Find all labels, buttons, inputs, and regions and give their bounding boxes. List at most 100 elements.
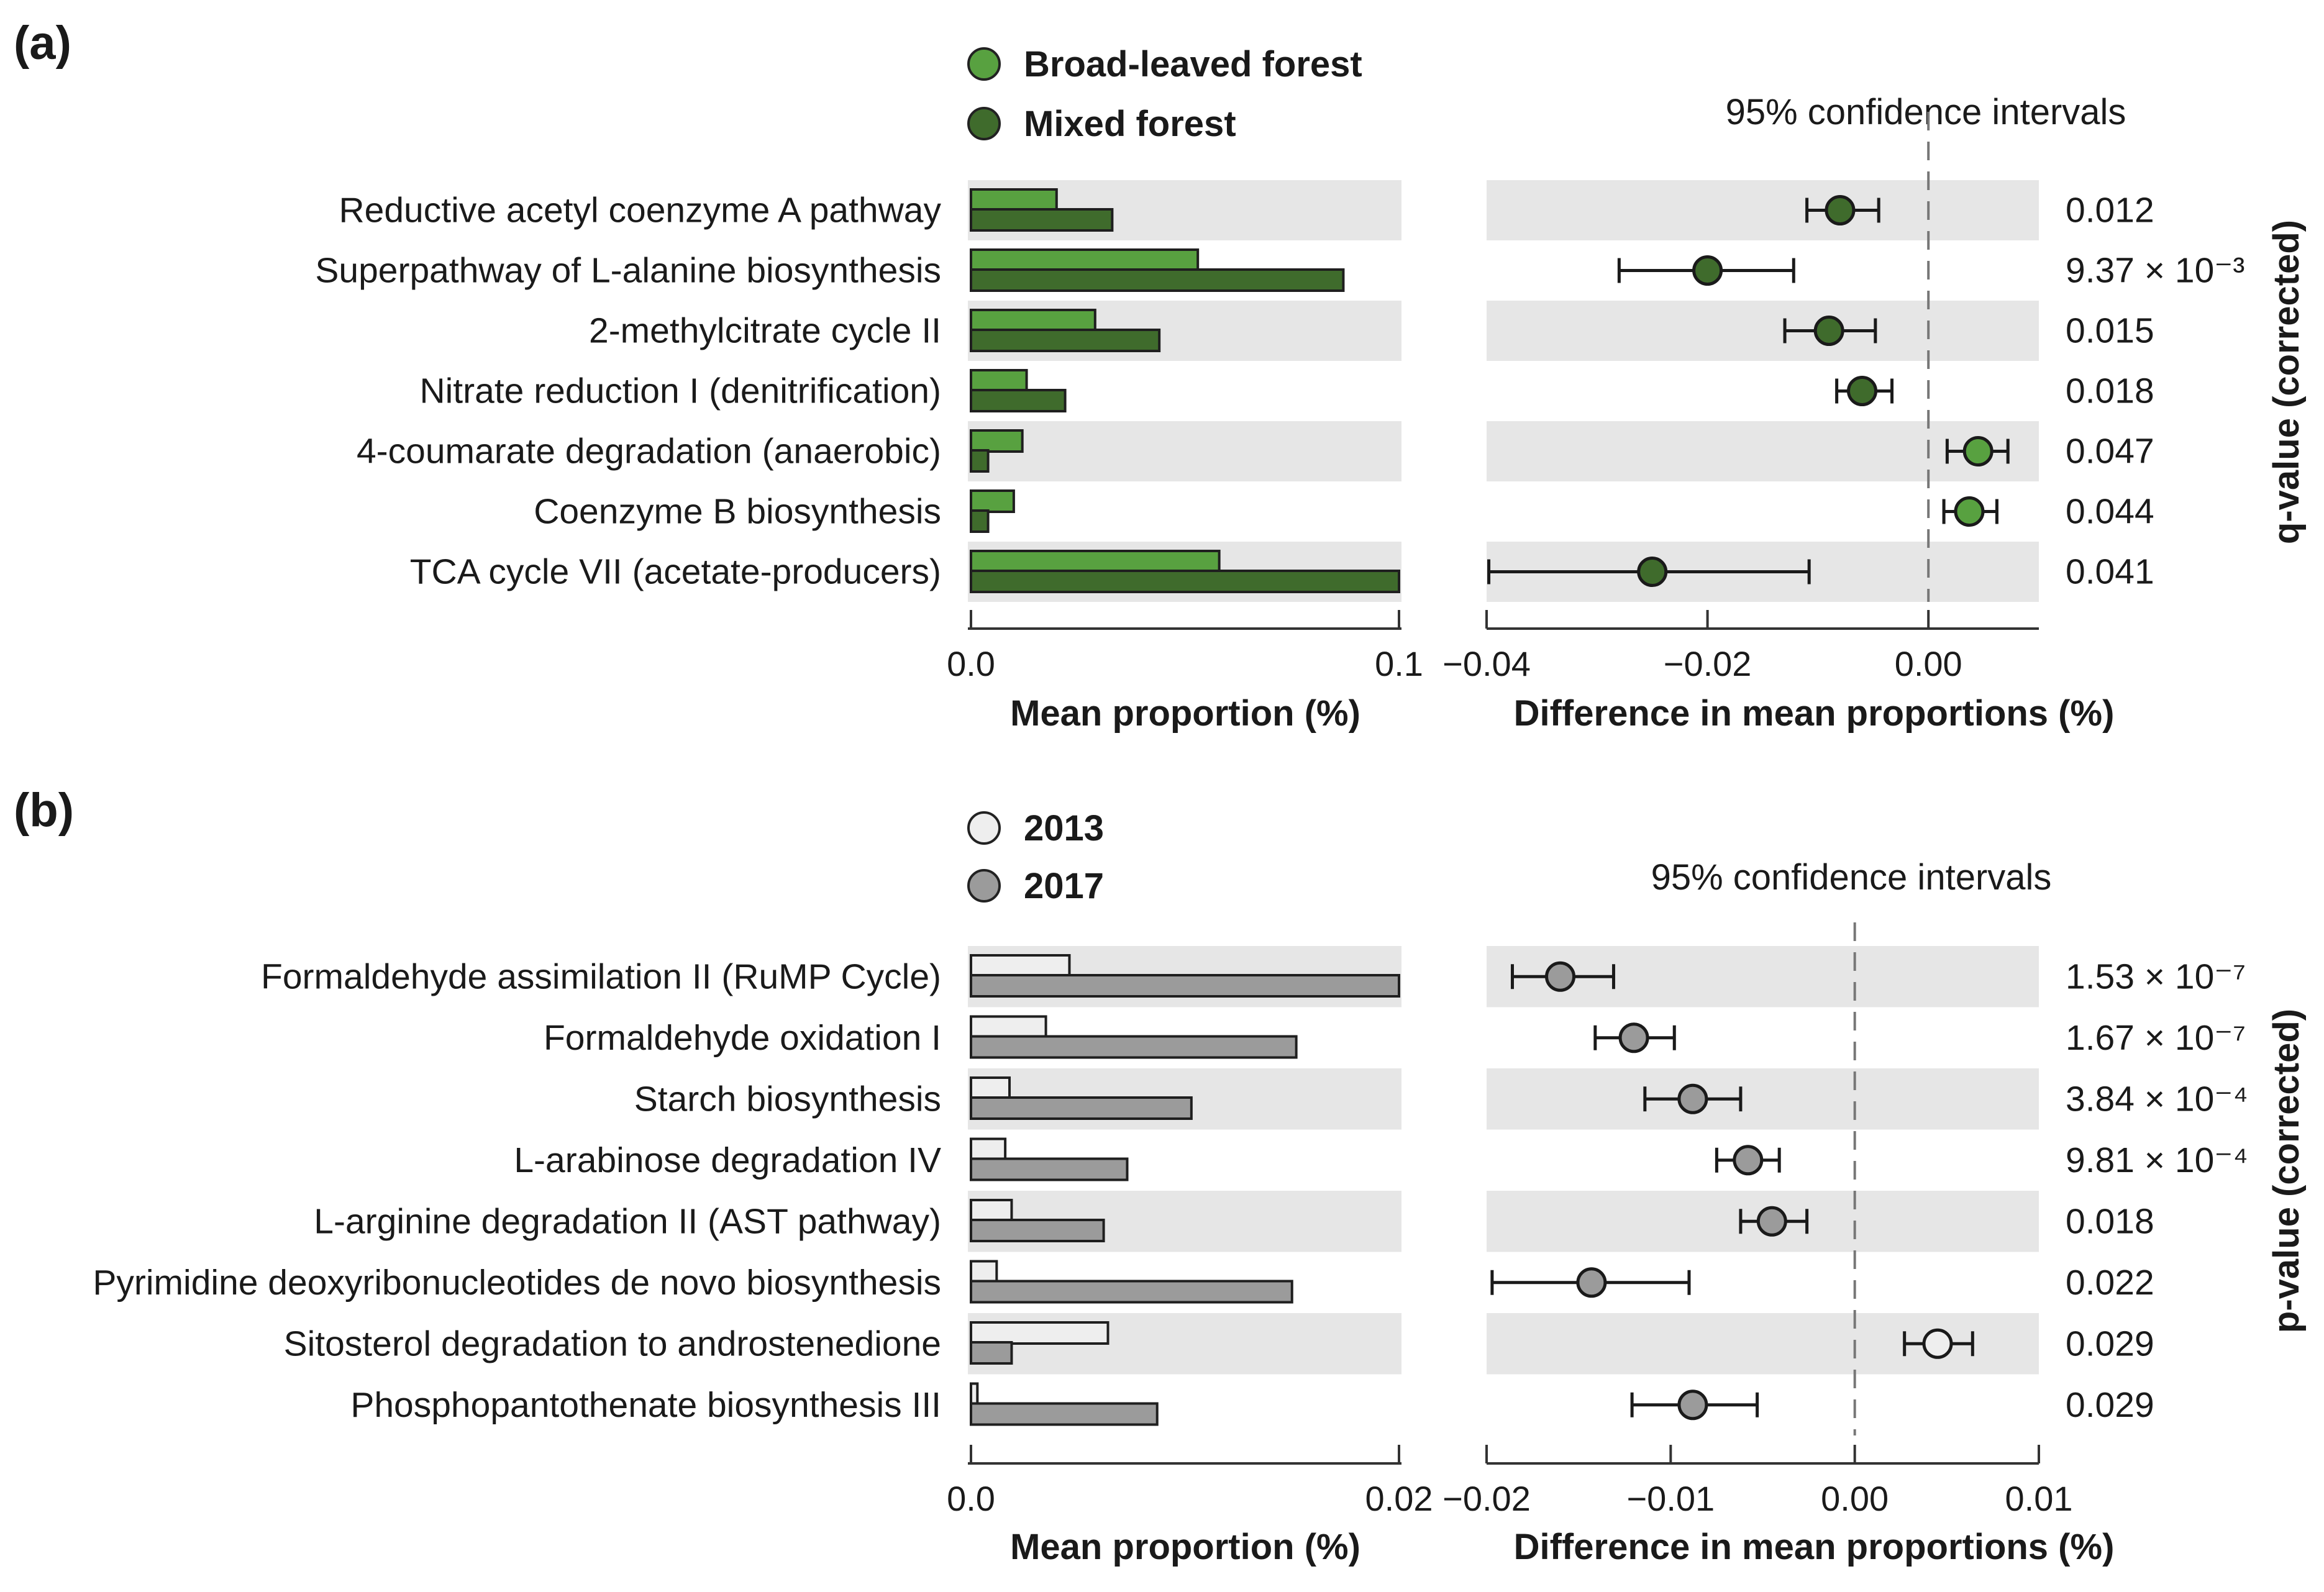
side-axis-title: q-value (corrected) — [2266, 220, 2307, 544]
difference-point — [1545, 961, 1576, 992]
p-value: 1.67 × 10⁻⁷ — [2066, 1018, 2246, 1058]
bar-1 — [970, 1076, 1011, 1100]
difference-point — [1618, 1022, 1649, 1053]
legend-label-2: 2017 — [1024, 866, 1104, 906]
p-value: 9.81 × 10⁻⁴ — [2066, 1140, 2248, 1180]
bar-1 — [970, 954, 1071, 978]
difference-point — [1847, 376, 1878, 406]
category-label: L-arabinose degradation IV — [514, 1140, 941, 1180]
bar-2 — [970, 389, 1067, 412]
category-label: TCA cycle VII (acetate-producers) — [410, 552, 941, 592]
difference-point — [1677, 1390, 1708, 1421]
diff-tick-label: 0.00 — [1895, 644, 1962, 683]
category-label: Superpathway of L-alanine biosynthesis — [315, 251, 941, 291]
bar-2 — [970, 1096, 1193, 1120]
legend-swatch-2 — [967, 869, 1001, 903]
legend-label-1: Broad-leaved forest — [1024, 44, 1362, 84]
category-label: Reductive acetyl coenzyme A pathway — [339, 191, 941, 230]
bar-2 — [970, 570, 1400, 593]
p-value: 0.029 — [2066, 1324, 2154, 1363]
p-value: 0.047 — [2066, 432, 2154, 471]
row-stripe-diff — [1487, 1068, 2039, 1130]
diff-tick-label: −0.02 — [1664, 644, 1752, 683]
bar-1 — [970, 1321, 1110, 1345]
ci-title: 95% confidence intervals — [1726, 92, 2126, 132]
bar-2 — [970, 329, 1161, 352]
diff-tick-label: 0.00 — [1821, 1479, 1889, 1518]
bar-tick-label: 0.02 — [1365, 1479, 1433, 1518]
bar-2 — [970, 1219, 1105, 1242]
category-label: Formaldehyde oxidation I — [544, 1018, 941, 1058]
diff-axis-title: Difference in mean proportions (%) — [1514, 693, 2115, 734]
category-label: L-arginine degradation II (AST pathway) — [314, 1201, 941, 1241]
difference-point — [1922, 1328, 1953, 1359]
difference-point — [1962, 436, 1994, 466]
bar-2 — [970, 1402, 1159, 1426]
category-label: Pyrimidine deoxyribonucleotides de novo … — [93, 1263, 941, 1303]
bar-tick-label: 0.1 — [1375, 644, 1423, 683]
category-label: Coenzyme B biosynthesis — [534, 492, 941, 532]
bar-2 — [970, 208, 1114, 232]
diff-axis-title: Difference in mean proportions (%) — [1514, 1527, 2115, 1567]
difference-point — [1576, 1267, 1607, 1298]
bar-2 — [970, 268, 1345, 292]
bar-1 — [970, 309, 1096, 332]
bar-1 — [970, 1199, 1013, 1222]
bar-2 — [970, 1341, 1013, 1365]
row-stripe-diff — [1487, 301, 2039, 361]
p-value: 0.029 — [2066, 1385, 2154, 1425]
diff-tick-label: 0.01 — [2005, 1479, 2073, 1518]
p-value: 0.044 — [2066, 492, 2154, 532]
bar-2 — [970, 509, 990, 533]
legend-label-2: Mixed forest — [1024, 104, 1236, 144]
bar-axis-title: Mean proportion (%) — [1010, 1527, 1360, 1567]
legend-swatch-1 — [967, 811, 1001, 845]
bar-1 — [970, 369, 1028, 393]
difference-point — [1637, 557, 1668, 587]
legend-swatch-2 — [967, 107, 1001, 140]
bar-2 — [970, 1280, 1293, 1304]
p-value: 0.015 — [2066, 311, 2154, 351]
difference-point — [1825, 195, 1856, 225]
p-value: 0.022 — [2066, 1263, 2154, 1303]
panel-label: (b) — [14, 784, 74, 837]
p-value: 9.37 × 10⁻³ — [2066, 251, 2244, 291]
bar-1 — [970, 248, 1200, 272]
bar-1 — [970, 1015, 1047, 1039]
diff-tick-label: −0.04 — [1442, 644, 1531, 683]
row-stripe-bar — [968, 421, 1401, 481]
side-axis-title: p-value (corrected) — [2266, 1009, 2307, 1333]
bar-2 — [970, 1035, 1298, 1059]
bar-tick-label: 0.0 — [947, 644, 995, 683]
category-label: Starch biosynthesis — [634, 1079, 941, 1119]
p-value: 0.018 — [2066, 1201, 2154, 1241]
legend-label-1: 2013 — [1024, 808, 1104, 848]
bar-1 — [970, 550, 1221, 573]
bar-1 — [970, 1260, 998, 1284]
row-stripe-diff — [1487, 180, 2039, 240]
p-value: 0.012 — [2066, 191, 2154, 230]
bar-axis-title: Mean proportion (%) — [1010, 693, 1360, 734]
bar-tick-label: 0.0 — [947, 1479, 995, 1518]
p-value: 0.018 — [2066, 371, 2154, 411]
panel-label: (a) — [14, 17, 71, 70]
difference-point — [1677, 1083, 1708, 1114]
category-label: Nitrate reduction I (denitrification) — [419, 371, 941, 411]
difference-point — [1756, 1206, 1787, 1237]
bar-1 — [970, 1137, 1007, 1162]
category-label: Formaldehyde assimilation II (RuMP Cycle… — [261, 957, 941, 996]
bar-2 — [970, 974, 1400, 998]
difference-point — [1954, 496, 1985, 527]
legend-swatch-1 — [967, 47, 1001, 81]
category-label: 4-coumarate degradation (anaerobic) — [357, 432, 941, 471]
difference-point — [1692, 255, 1723, 286]
category-label: 2-methylcitrate cycle II — [589, 311, 941, 351]
diff-tick-label: −0.02 — [1442, 1479, 1531, 1518]
p-value: 3.84 × 10⁻⁴ — [2066, 1079, 2248, 1119]
diff-tick-label: −0.01 — [1626, 1479, 1715, 1518]
category-label: Sitosterol degradation to androstenedion… — [284, 1324, 941, 1363]
bar-2 — [970, 449, 990, 473]
category-label: Phosphopantothenate biosynthesis III — [350, 1385, 941, 1425]
bar-1 — [970, 489, 1015, 513]
